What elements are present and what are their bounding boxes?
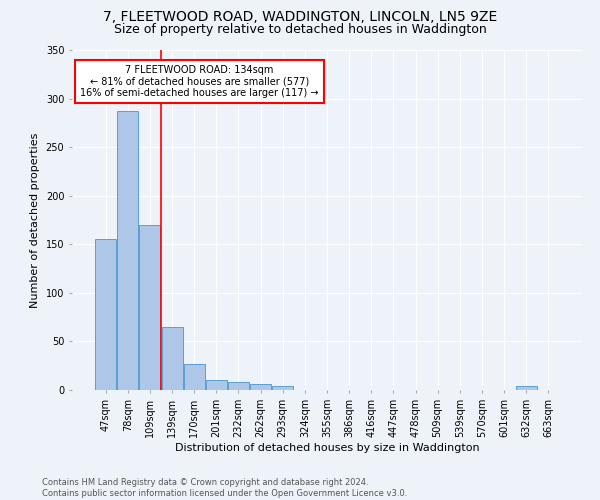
Text: Size of property relative to detached houses in Waddington: Size of property relative to detached ho… <box>113 22 487 36</box>
Bar <box>228 382 249 390</box>
Bar <box>272 386 293 390</box>
X-axis label: Distribution of detached houses by size in Waddington: Distribution of detached houses by size … <box>175 442 479 452</box>
Text: 7, FLEETWOOD ROAD, WADDINGTON, LINCOLN, LN5 9ZE: 7, FLEETWOOD ROAD, WADDINGTON, LINCOLN, … <box>103 10 497 24</box>
Bar <box>118 111 139 390</box>
Bar <box>161 327 182 390</box>
Bar <box>515 386 536 390</box>
Y-axis label: Number of detached properties: Number of detached properties <box>30 132 40 308</box>
Bar <box>206 380 227 390</box>
Text: 7 FLEETWOOD ROAD: 134sqm
← 81% of detached houses are smaller (577)
16% of semi-: 7 FLEETWOOD ROAD: 134sqm ← 81% of detach… <box>80 66 319 98</box>
Text: Contains HM Land Registry data © Crown copyright and database right 2024.
Contai: Contains HM Land Registry data © Crown c… <box>42 478 407 498</box>
Bar <box>250 384 271 390</box>
Bar <box>95 240 116 390</box>
Bar <box>184 364 205 390</box>
Bar <box>139 225 160 390</box>
